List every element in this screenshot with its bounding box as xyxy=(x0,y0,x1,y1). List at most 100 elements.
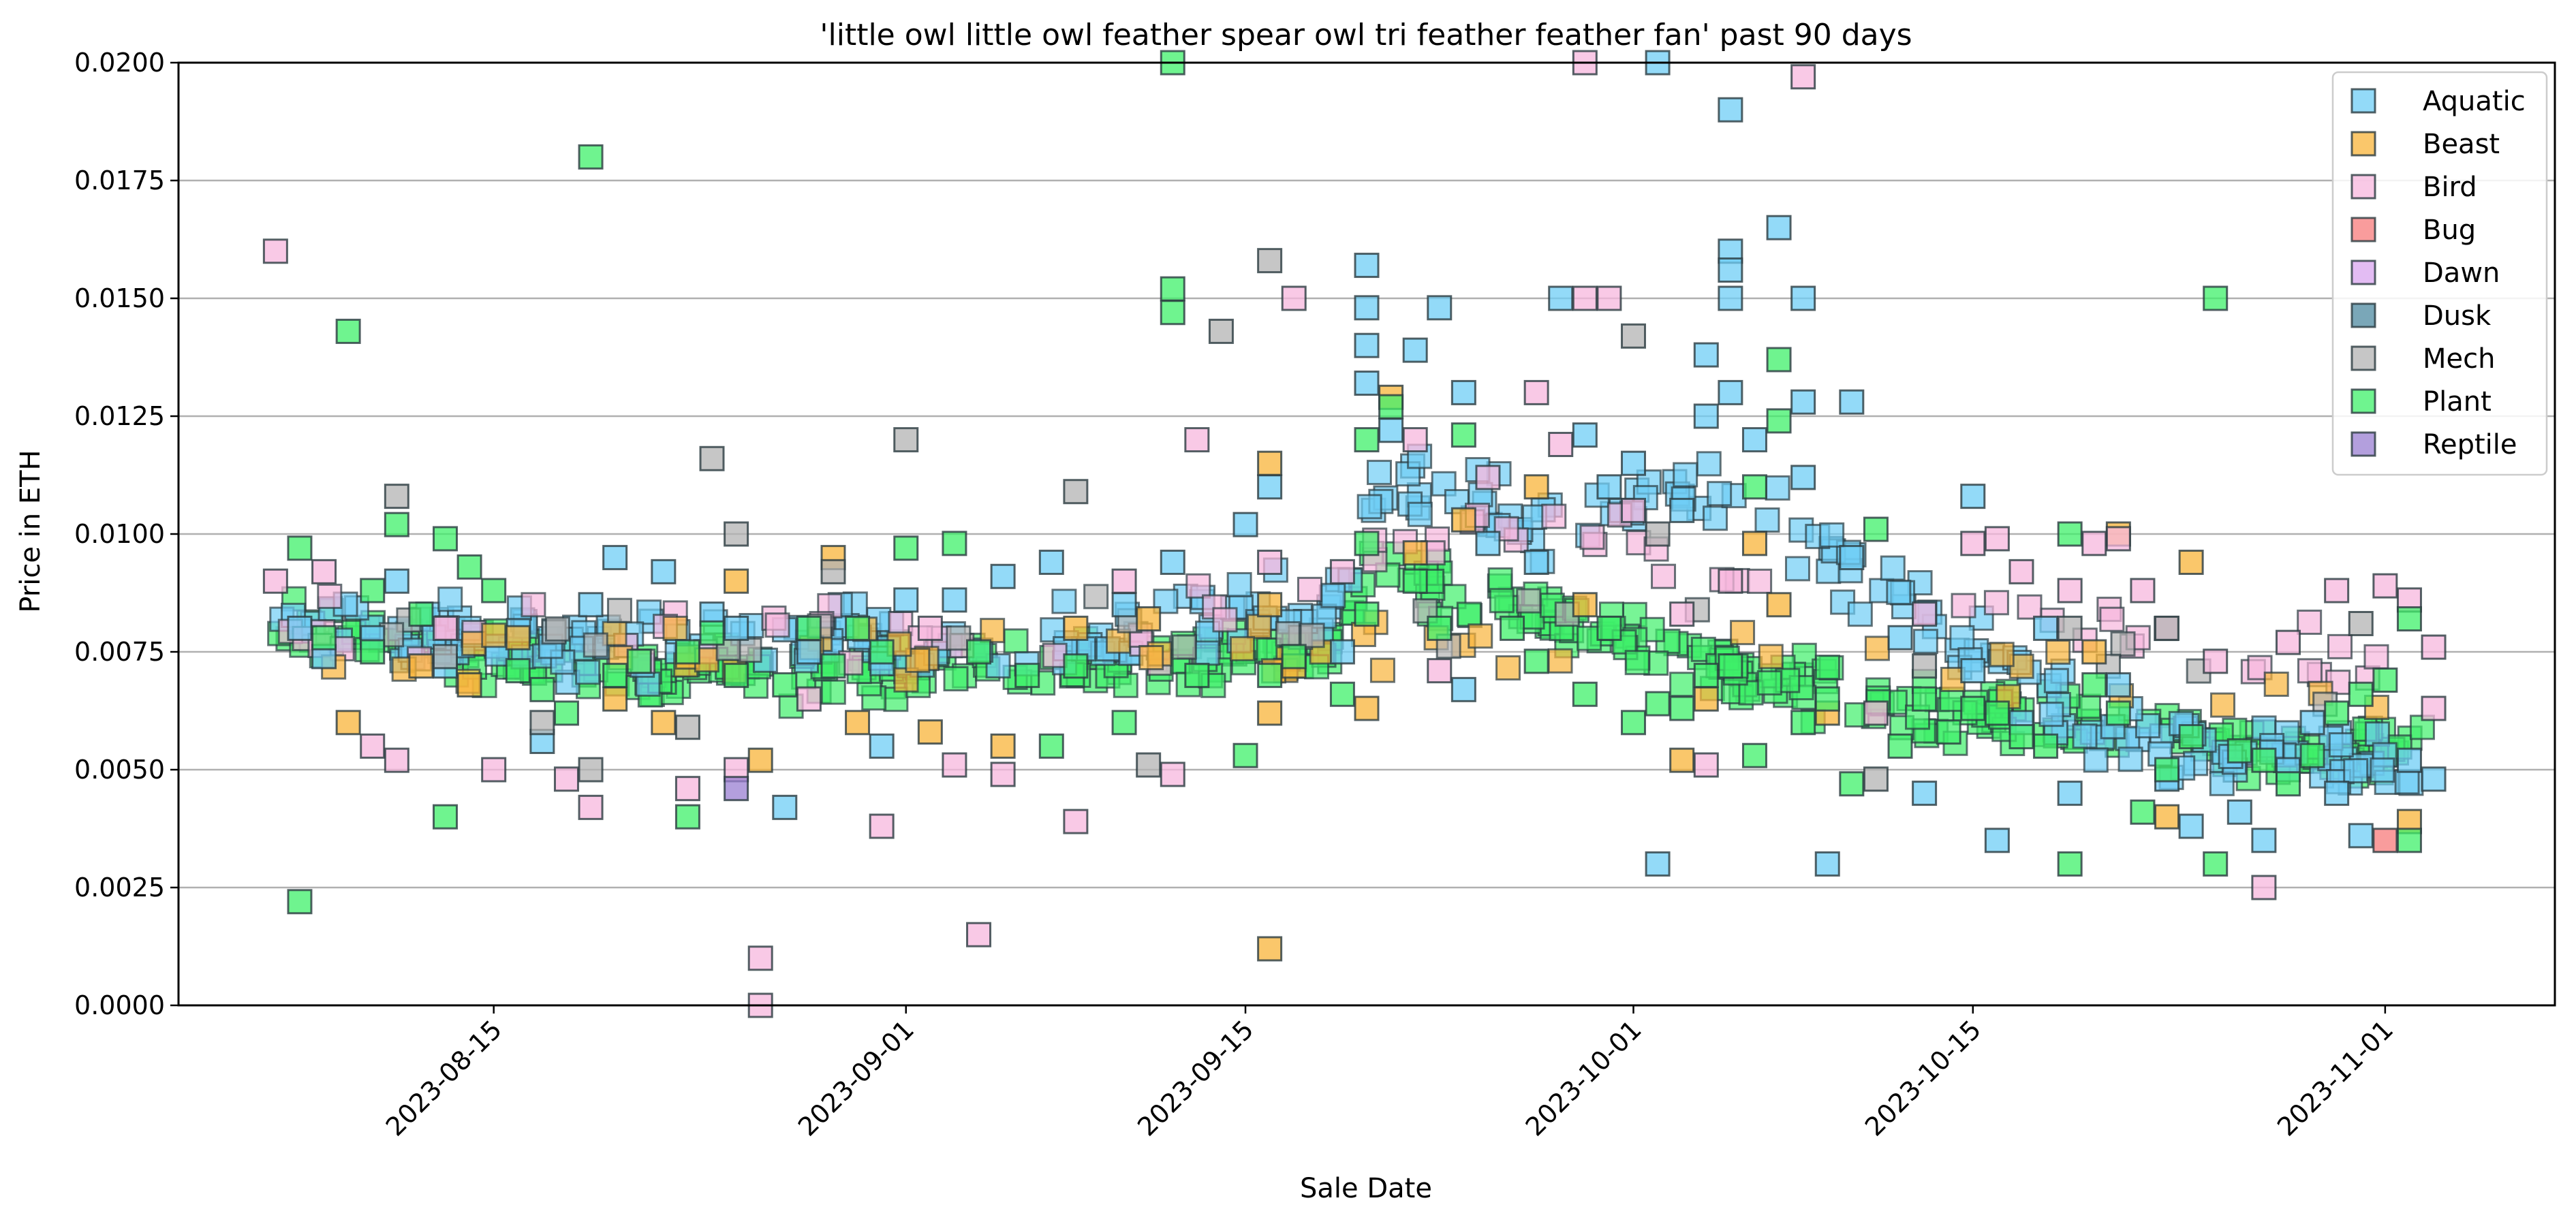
scatter-point-plant xyxy=(433,526,459,552)
scatter-point-plant xyxy=(2275,771,2301,797)
scatter-point-bird xyxy=(1257,550,1283,576)
scatter-point-plant xyxy=(2396,828,2422,853)
scatter-point-beast xyxy=(1766,592,1792,618)
scatter-point xyxy=(1366,460,1392,486)
scatter-point-plant xyxy=(529,676,555,702)
scatter-point-plant xyxy=(553,700,579,726)
scatter-point-plant xyxy=(699,620,725,646)
scatter-point-plant xyxy=(1354,427,1380,453)
scatter-point-beast xyxy=(724,568,749,594)
scatter-point-aquatic xyxy=(2226,799,2252,825)
scatter-point-plant xyxy=(966,639,992,665)
y-axis-ticks: 0.0000 0.0025 0.0050 0.0075 0.0100 0.0125 0.01… xyxy=(74,48,179,1020)
scatter-point-plant xyxy=(578,144,604,170)
scatter-point-mech xyxy=(1645,521,1671,547)
scatter-point-bird xyxy=(2081,531,2107,556)
scatter-point xyxy=(481,623,507,648)
scatter-point-aquatic xyxy=(1572,422,1598,448)
scatter-point-mech xyxy=(1863,766,1889,792)
scatter-point-plant xyxy=(1500,615,1525,641)
scatter-point-beast xyxy=(408,653,434,679)
scatter-point-plant xyxy=(1741,742,1767,768)
scatter-point-aquatic xyxy=(2299,710,2325,736)
scatter-point-bird xyxy=(674,776,700,802)
scatter-point-mech xyxy=(1136,752,1162,778)
scatter-point xyxy=(1707,481,1733,507)
scatter-point-beast xyxy=(1063,615,1089,641)
scatter-point xyxy=(1989,642,2015,668)
scatter-point-reptile xyxy=(724,776,749,802)
scatter-point-bird xyxy=(1329,559,1355,584)
scatter-point xyxy=(736,638,762,663)
scatter-point-aquatic xyxy=(1718,257,1743,283)
scatter-point-plant xyxy=(2226,738,2252,764)
scatter-point xyxy=(1696,451,1722,477)
legend-box xyxy=(2331,71,2548,476)
scatter-point-plant xyxy=(1936,719,1961,745)
y-tick-label: 0.0000 xyxy=(74,990,165,1020)
scatter-point xyxy=(1042,642,1068,668)
scatter-point-aquatic xyxy=(1718,379,1743,405)
scatter-point xyxy=(2099,606,2125,632)
scatter-point-aquatic xyxy=(1984,828,2010,853)
scatter-point xyxy=(2394,769,2420,795)
scatter-point xyxy=(1983,590,2009,616)
scatter-point xyxy=(1703,505,1728,531)
legend-swatch xyxy=(2350,174,2376,200)
scatter-point-aquatic xyxy=(1839,545,1865,571)
scatter-point xyxy=(1212,607,1238,633)
scatter-point xyxy=(2045,639,2071,665)
legend-label: Mech xyxy=(2423,343,2495,375)
scatter-point-beast xyxy=(1669,747,1695,773)
scatter-point-mech xyxy=(529,710,555,736)
scatter-point xyxy=(1356,494,1382,520)
scatter-point-bird xyxy=(1427,658,1453,684)
scatter-point-plant xyxy=(1281,644,1307,670)
scatter-point-aquatic xyxy=(1766,215,1792,240)
scatter-point xyxy=(2209,770,2235,796)
scatter-point xyxy=(1468,623,1493,649)
scatter-point-plant xyxy=(1790,710,1816,736)
scatter-point-plant xyxy=(942,531,967,556)
scatter-point-bird xyxy=(1063,809,1089,834)
scatter-point-beast xyxy=(1136,606,1162,632)
scatter-point xyxy=(2117,747,2143,772)
scatter-point-aquatic xyxy=(2033,615,2059,641)
scatter-point-bird xyxy=(1912,601,1938,627)
scatter-point-plant xyxy=(456,554,482,580)
scatter-point xyxy=(1246,614,1272,640)
scatter-point-plant xyxy=(1814,686,1840,712)
scatter-point xyxy=(2274,720,2300,746)
scatter-point-beast xyxy=(747,747,773,773)
scatter-point-bird xyxy=(1523,379,1549,405)
scatter-point xyxy=(1611,629,1637,655)
scatter-point-aquatic xyxy=(651,559,677,584)
scatter-point xyxy=(1395,461,1421,487)
scatter-point-plant xyxy=(1427,615,1453,641)
scatter-point-bird xyxy=(1790,64,1816,90)
scatter-point-plant xyxy=(1354,601,1380,627)
scatter-point-plant xyxy=(772,672,798,697)
scatter-point xyxy=(2364,721,2390,747)
scatter-point-plant xyxy=(2130,799,2156,825)
scatter-point-aquatic xyxy=(772,794,798,820)
scatter-point-plant xyxy=(1718,653,1743,679)
scatter-point xyxy=(1229,635,1255,661)
scatter-point-bird xyxy=(1960,531,1986,556)
scatter-point-beast xyxy=(917,719,943,745)
scatter-point-bird xyxy=(869,813,895,839)
scatter-point-beast xyxy=(1257,450,1283,476)
scatter-point-beast xyxy=(651,710,677,736)
scatter-point-mech xyxy=(674,715,700,740)
scatter-point-plant xyxy=(2203,851,2229,877)
scatter-point-aquatic xyxy=(1693,403,1719,429)
scatter-point-bird xyxy=(2324,578,2350,603)
scatter-point-bird xyxy=(2130,578,2156,603)
scatter-point xyxy=(2043,668,2069,693)
scatter-point xyxy=(2263,672,2289,697)
scatter-point-aquatic xyxy=(1960,658,1986,684)
scatter-point-plant xyxy=(1912,686,1938,712)
scatter-point-aquatic xyxy=(2421,766,2447,792)
scatter-point-aquatic xyxy=(1354,253,1380,279)
scatter-point-bird xyxy=(917,615,943,641)
